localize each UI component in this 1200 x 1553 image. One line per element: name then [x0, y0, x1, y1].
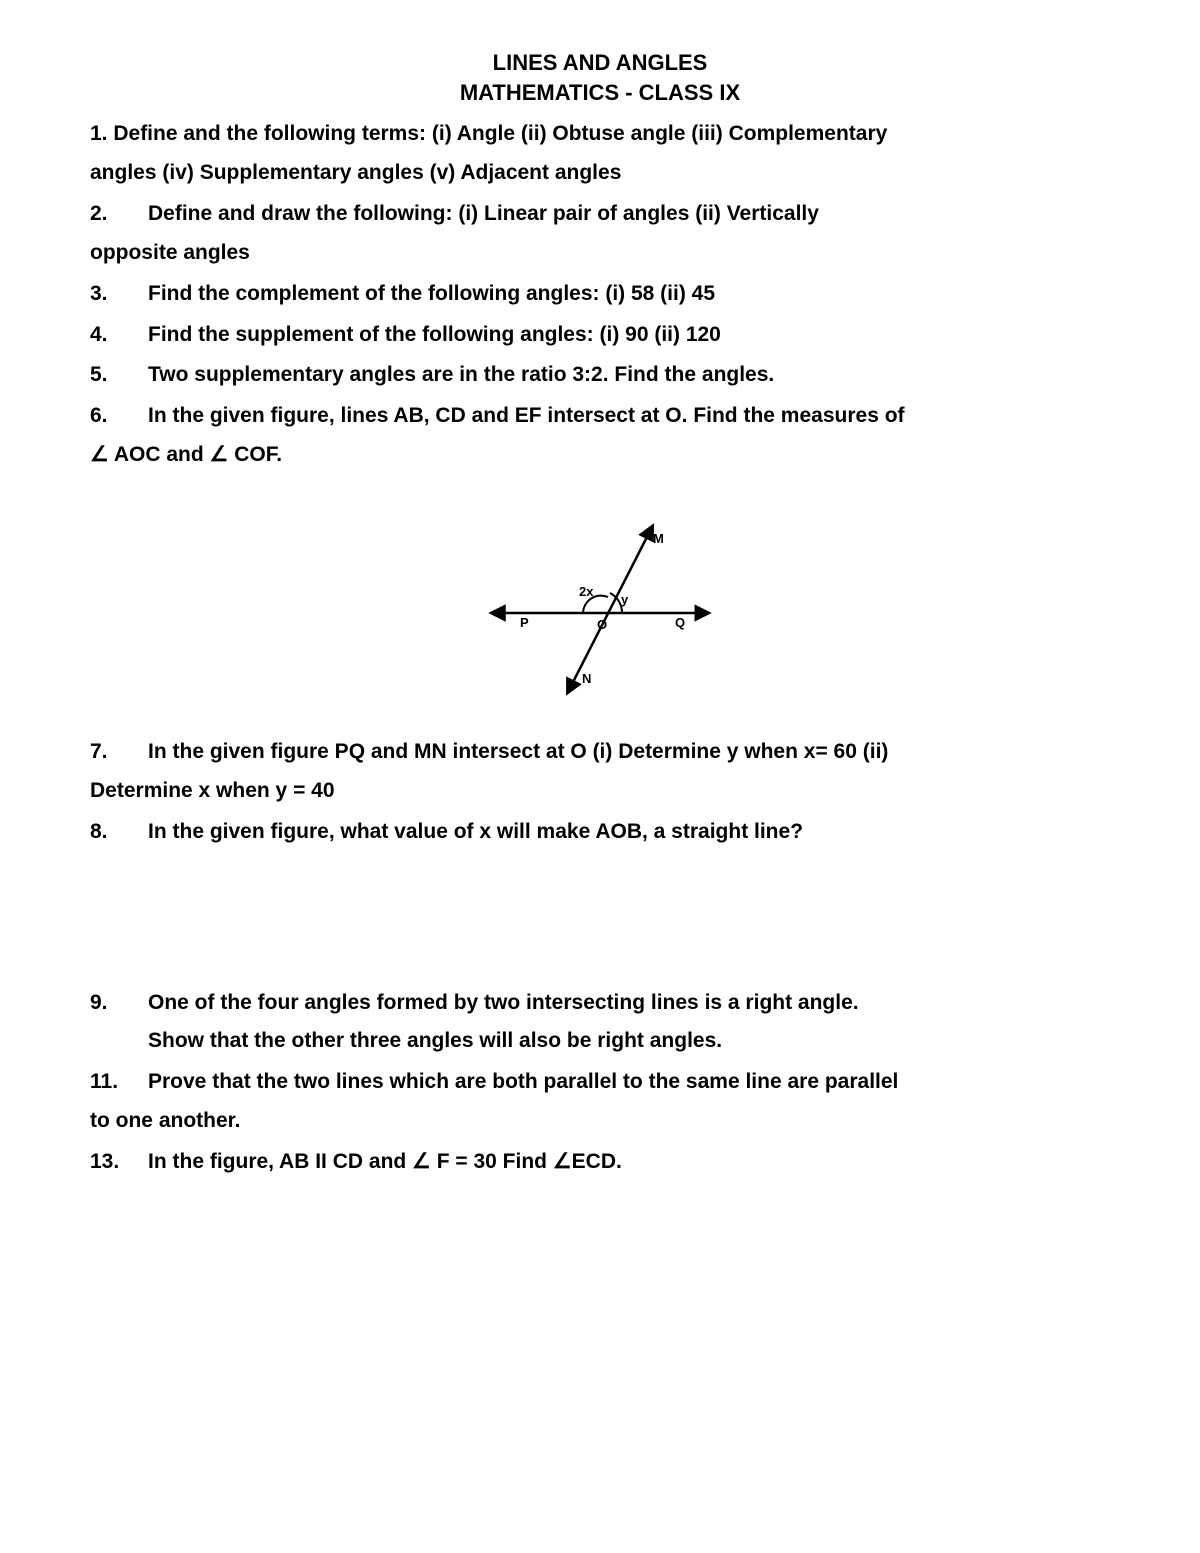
q11-num: 11.: [90, 1063, 148, 1102]
q6-line2: ∠ AOC and ∠ COF.: [90, 436, 1110, 475]
q6-line1: In the given figure, lines AB, CD and EF…: [148, 397, 1110, 436]
title-line1: LINES AND ANGLES: [90, 48, 1110, 78]
q11-line2: to one another.: [90, 1102, 1110, 1141]
q2-num: 2.: [90, 195, 148, 234]
q5-text: Two supplementary angles are in the rati…: [148, 356, 1110, 395]
q8-text: In the given figure, what value of x wil…: [148, 813, 1110, 852]
question-13: 13. In the figure, AB II CD and ∠ F = 30…: [90, 1143, 1110, 1182]
diagram-svg: P Q O M N 2x y: [475, 503, 725, 703]
q9-line2: Show that the other three angles will al…: [90, 1022, 1110, 1061]
label-2x: 2x: [579, 584, 594, 599]
q11-line1: Prove that the two lines which are both …: [148, 1063, 1110, 1102]
q1-line2: angles (iv) Supplementary angles (v) Adj…: [90, 154, 1110, 193]
q3-num: 3.: [90, 275, 148, 314]
question-5: 5. Two supplementary angles are in the r…: [90, 356, 1110, 395]
question-6: 6. In the given figure, lines AB, CD and…: [90, 397, 1110, 475]
q9-line1: One of the four angles formed by two int…: [148, 984, 1110, 1023]
question-9: 9. One of the four angles formed by two …: [90, 984, 1110, 1062]
figure-intersecting-lines: P Q O M N 2x y: [90, 503, 1110, 703]
q3-text: Find the complement of the following ang…: [148, 275, 1110, 314]
q7-line2: Determine x when y = 40: [90, 772, 1110, 811]
q7-line1: In the given figure PQ and MN intersect …: [148, 733, 1110, 772]
question-1: 1. Define and the following terms: (i) A…: [90, 115, 1110, 193]
question-7: 7. In the given figure PQ and MN interse…: [90, 733, 1110, 811]
q4-text: Find the supplement of the following ang…: [148, 316, 1110, 355]
question-4: 4. Find the supplement of the following …: [90, 316, 1110, 355]
q13-text: In the figure, AB II CD and ∠ F = 30 Fin…: [148, 1143, 1110, 1182]
label-M: M: [653, 531, 664, 546]
label-O: O: [597, 617, 607, 632]
label-N: N: [582, 671, 591, 686]
question-2: 2. Define and draw the following: (i) Li…: [90, 195, 1110, 273]
q2-line2: opposite angles: [90, 234, 1110, 273]
q8-num: 8.: [90, 813, 148, 852]
q7-num: 7.: [90, 733, 148, 772]
title-line2: MATHEMATICS - CLASS IX: [90, 78, 1110, 108]
label-Q: Q: [675, 615, 685, 630]
q1-line1: 1. Define and the following terms: (i) A…: [90, 115, 1110, 154]
blank-space: [90, 854, 1110, 984]
q6-num: 6.: [90, 397, 148, 436]
question-8: 8. In the given figure, what value of x …: [90, 813, 1110, 852]
label-y: y: [621, 592, 629, 607]
question-3: 3. Find the complement of the following …: [90, 275, 1110, 314]
q5-num: 5.: [90, 356, 148, 395]
q13-num: 13.: [90, 1143, 148, 1182]
q2-line1: Define and draw the following: (i) Linea…: [148, 195, 1110, 234]
q4-num: 4.: [90, 316, 148, 355]
label-P: P: [520, 615, 529, 630]
question-11: 11. Prove that the two lines which are b…: [90, 1063, 1110, 1141]
q9-num: 9.: [90, 984, 148, 1023]
